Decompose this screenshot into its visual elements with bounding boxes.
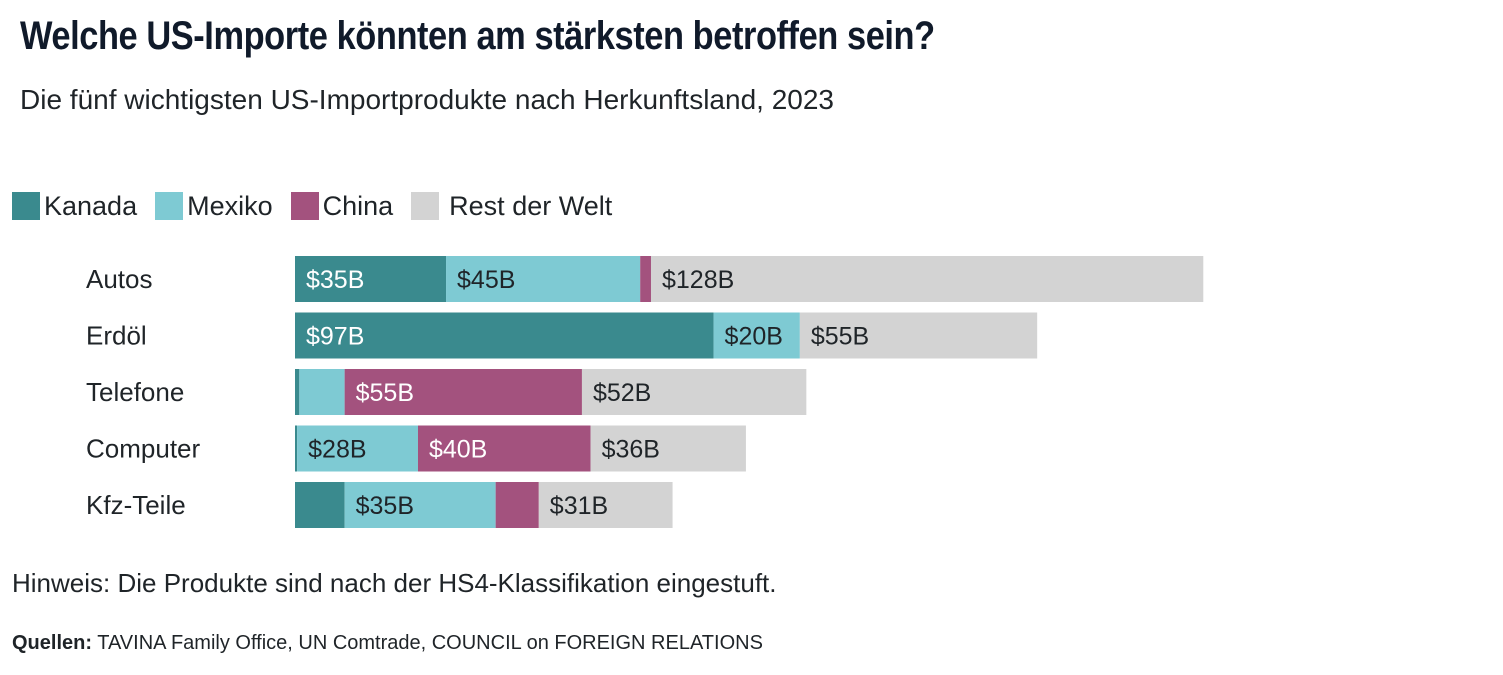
category-label-telefone: Telefone — [86, 377, 184, 407]
bar-erd-l-mexiko — [713, 312, 800, 359]
legend-swatch-rest-der-welt — [411, 192, 440, 220]
chart-subtitle: Die fünf wichtigsten US-Importprodukte n… — [20, 84, 834, 115]
data-label-autos-rest-der-welt: $128B — [662, 266, 734, 294]
bar-erd-l-rest-der-welt — [799, 312, 1038, 359]
legend: Kanada Mexiko China Rest der Welt — [12, 186, 630, 226]
data-label-computer-china: $40B — [429, 436, 487, 464]
data-label-autos-mexiko: $45B — [457, 266, 515, 294]
category-label-autos: Autos — [86, 264, 153, 294]
chart-title: Welche US-Importe könnten am stärksten b… — [20, 14, 935, 58]
bar-telefone-china — [344, 369, 582, 415]
bar-autos-mexiko — [446, 256, 641, 302]
category-label-kfz-teile: Kfz-Teile — [86, 490, 186, 520]
bar-erd-l-kanada — [295, 312, 714, 359]
legend-swatch-china — [290, 192, 319, 220]
source-label: Quellen: — [12, 632, 93, 654]
stacked-bar-chart: Autos $35B $45B $128B Erdöl $97B $20B $55B Telef… — [86, 256, 1204, 528]
bar-computer-kanada — [295, 425, 298, 472]
data-label-kfz-teile-mexiko: $35B — [356, 492, 414, 520]
data-label-telefone-rest-der-welt: $52B — [593, 379, 651, 407]
bar-telefone-rest-der-welt — [581, 369, 807, 415]
bar-kfz-teile-mexiko — [344, 482, 496, 528]
bar-telefone-kanada — [295, 369, 300, 415]
bar-computer-mexiko — [297, 425, 418, 472]
source-text: TAVINA Family Office, UN Comtrade, COUNC… — [97, 632, 763, 654]
bar-computer-china — [417, 425, 591, 472]
bar-autos-kanada — [295, 256, 447, 302]
bar-telefone-mexiko — [299, 369, 345, 415]
legend-item-kanada: Kanada — [12, 191, 137, 222]
legend-swatch-kanada — [12, 192, 40, 220]
bar-autos-rest-der-welt — [650, 256, 1204, 302]
data-label-erd-l-kanada: $97B — [306, 323, 364, 351]
bar-computer-rest-der-welt — [590, 425, 746, 472]
legend-label-kanada: Kanada — [44, 190, 138, 221]
bar-kfz-teile-rest-der-welt — [538, 482, 673, 528]
legend-item-china: China — [290, 190, 394, 222]
legend-label-mexiko: Mexiko — [187, 190, 273, 221]
data-label-computer-mexiko: $28B — [308, 436, 366, 464]
data-label-erd-l-rest-der-welt: $55B — [811, 323, 869, 351]
data-label-kfz-teile-rest-der-welt: $31B — [550, 492, 608, 520]
data-label-telefone-china: $55B — [356, 379, 414, 407]
category-label-computer: Computer — [86, 434, 200, 464]
data-label-erd-l-mexiko: $20B — [725, 323, 783, 351]
legend-label-china: China — [322, 190, 394, 221]
legend-swatch-mexiko — [155, 192, 184, 220]
category-label-erd-l: Erdöl — [86, 321, 147, 351]
bar-kfz-teile-china — [495, 482, 539, 528]
bar-autos-china — [640, 256, 651, 302]
legend-item-mexiko: Mexiko — [155, 191, 273, 222]
legend-label-rest-der-welt: Rest der Welt — [449, 190, 613, 221]
legend-item-rest-der-welt: Rest der Welt — [411, 191, 612, 222]
bar-kfz-teile-kanada — [295, 482, 345, 528]
data-label-computer-rest-der-welt: $36B — [602, 436, 660, 464]
chart-note: Hinweis: Die Produkte sind nach der HS4-… — [12, 568, 777, 598]
chart-source: Quellen: TAVINA Family Office, UN Comtra… — [12, 632, 763, 655]
data-label-autos-kanada: $35B — [306, 266, 364, 294]
